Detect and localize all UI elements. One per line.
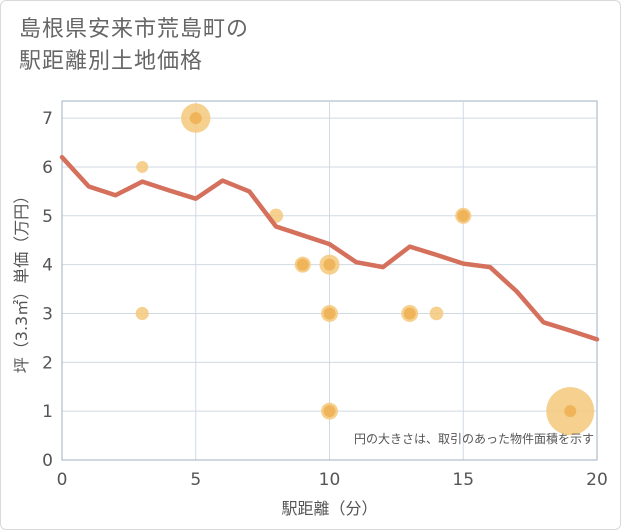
bubble-series — [135, 103, 595, 436]
bubble-center — [189, 112, 202, 125]
bubble-point — [136, 160, 149, 173]
bubble-center — [323, 307, 336, 320]
y-tick-label: 1 — [42, 402, 53, 422]
bubble-point — [135, 306, 149, 321]
x-tick-label: 5 — [190, 470, 201, 490]
x-tick-label: 10 — [319, 470, 341, 490]
chart-title-line2: 駅距離別土地価格 — [19, 49, 204, 74]
bubble-center — [296, 258, 309, 271]
y-tick-label: 5 — [42, 207, 53, 227]
bubble-center — [457, 209, 470, 222]
y-tick-label: 7 — [42, 109, 53, 129]
bubble-point — [429, 306, 444, 321]
x-axis-title: 駅距離（分） — [281, 499, 377, 518]
y-tick-label: 4 — [42, 256, 53, 276]
x-tick-label: 20 — [586, 470, 608, 490]
y-tick-label: 2 — [42, 353, 53, 373]
y-tick-label: 6 — [42, 158, 53, 178]
x-tick-label: 15 — [452, 470, 474, 490]
y-tick-label: 0 — [42, 451, 53, 471]
chart-title: 島根県安来市荒島町の 駅距離別土地価格 — [19, 14, 249, 78]
chart-note: 円の大きさは、取引のあった物件面積を示す — [354, 431, 594, 446]
bubble-center — [323, 405, 336, 418]
average-price-line — [59, 154, 600, 342]
x-tick-label: 0 — [57, 470, 68, 490]
bubble-center — [403, 307, 416, 320]
chart-title-line1: 島根県安来市荒島町の — [19, 17, 250, 42]
bubble-center — [564, 405, 577, 418]
y-axis-title: 坪（3.3㎡）単価（万円） — [12, 188, 31, 373]
bubble-center — [323, 258, 336, 271]
y-tick-label: 3 — [42, 304, 53, 324]
